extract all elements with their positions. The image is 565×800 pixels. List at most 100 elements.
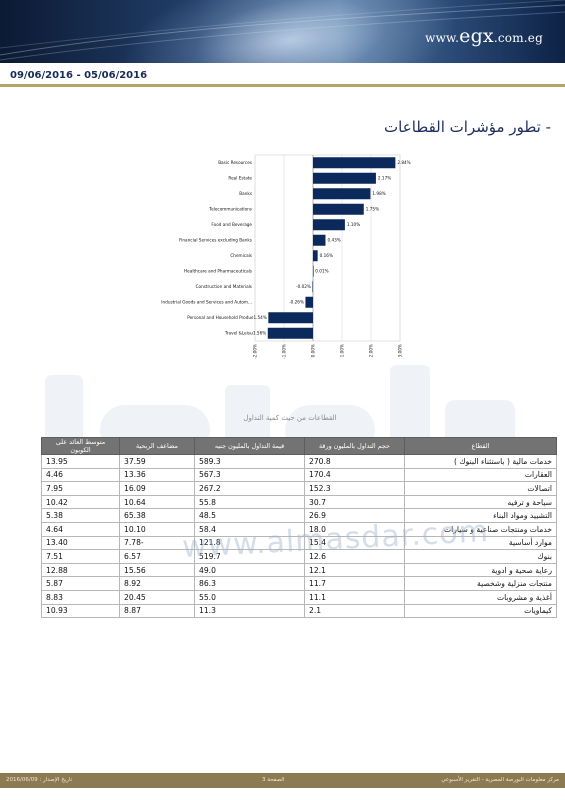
cell-value: 267.2 — [194, 481, 305, 496]
report-date-range: 09/06/2016 - 05/06/2016 — [10, 70, 148, 81]
cell-yield: 7.51 — [41, 549, 120, 564]
table-row: 12.88 15.56 49.0 12.1 رعاية صحية و ادوية — [41, 562, 557, 578]
cell-yield: 7.95 — [41, 481, 120, 496]
x-tick-label: 3.00% — [398, 344, 403, 357]
table-row: 4.46 13.36 567.3 170.4 العقارات — [41, 467, 557, 483]
bar — [267, 327, 313, 339]
cell-volume: 11.7 — [304, 576, 405, 591]
footer-page-number: الصفحة 3 — [262, 777, 285, 783]
cell-value: 11.3 — [194, 603, 305, 619]
cell-pe: 6.57 — [119, 549, 195, 564]
category-label: Banks — [239, 191, 252, 196]
cell-value: 86.3 — [194, 576, 305, 591]
sectors-trading-table: متوسط العائد على الكوبون مضاعف الربحية ق… — [41, 437, 557, 619]
cell-pe: 16.09 — [119, 481, 195, 496]
table-caption: القطاعات من حيث كمية التداول — [243, 414, 337, 422]
cell-volume: 2.1 — [304, 603, 405, 619]
egx-logo[interactable]: www.egx.com.eg — [425, 25, 543, 47]
cell-volume: 26.9 — [304, 508, 405, 523]
cell-yield: 13.95 — [41, 454, 120, 469]
category-label: Healthcare and Pharmaceuticals — [184, 269, 252, 274]
value-label: 2.17% — [378, 176, 391, 181]
table-row: 10.42 10.64 55.8 30.7 سياحة و ترفيه — [41, 494, 557, 510]
col-header-value: قيمة التداول بالمليون جنيه — [194, 437, 305, 455]
bar — [313, 234, 326, 246]
cell-sector: خدمات ومنتجات صناعية و سيارات — [404, 521, 557, 537]
page-footer: تاريخ الإصدار : 2016/06/09 الصفحة 3 مركز… — [0, 773, 565, 788]
cell-pe: 10.64 — [119, 494, 195, 510]
value-label: -0.02% — [296, 284, 311, 289]
table-row: 8.83 20.45 55.0 11.1 أغذية و مشروبات — [41, 589, 557, 605]
col-header-volume: حجم التداول بالمليون ورقة — [304, 437, 405, 455]
category-label: Chemicals — [230, 253, 252, 258]
category-label: Travel &Leisu — [224, 331, 253, 336]
cell-pe: 7.78- — [119, 535, 195, 551]
cell-sector: أغذية و مشروبات — [404, 589, 557, 605]
cell-volume: 170.4 — [304, 467, 405, 483]
cell-pe: 37.59 — [119, 454, 195, 469]
cell-yield: 4.64 — [41, 521, 120, 537]
cell-pe: 15.56 — [119, 562, 195, 578]
table-row: 5.87 8.92 86.3 11.7 منتجات منزلية وشخصية — [41, 576, 557, 591]
cell-pe: 65.38 — [119, 508, 195, 523]
cell-sector: خدمات مالية ( باستثناء البنوك ) — [404, 454, 557, 469]
category-label: Basic Resources — [218, 160, 252, 165]
bar — [305, 296, 313, 308]
cell-pe: 8.87 — [119, 603, 195, 619]
table-row: 7.51 6.57 519.7 12.6 بنوك — [41, 549, 557, 564]
cell-volume: 30.7 — [304, 494, 405, 510]
x-tick-label: 2.00% — [369, 344, 374, 357]
value-label: 1.10% — [347, 222, 360, 227]
value-label: 0.16% — [320, 253, 333, 258]
cell-value: 567.3 — [194, 467, 305, 483]
cell-value: 589.3 — [194, 454, 305, 469]
cell-pe: 8.92 — [119, 576, 195, 591]
category-label: Food and Beverage — [211, 222, 252, 227]
sector-index-chart: -2.00% -1.00% 0.00% 1.00% 2.00% 3.00% Basic Re… — [161, 154, 411, 359]
value-label: 0.43% — [327, 238, 340, 243]
cell-volume: 15.4 — [304, 535, 405, 551]
cell-value: 519.7 — [194, 549, 305, 564]
cell-value: 49.0 — [194, 562, 305, 578]
cell-pe: 13.36 — [119, 467, 195, 483]
cell-sector: بنوك — [404, 549, 557, 564]
cell-yield: 8.83 — [41, 589, 120, 605]
cell-volume: 12.1 — [304, 562, 405, 578]
header-divider — [0, 84, 565, 87]
value-label: 1.75% — [366, 207, 379, 212]
cell-yield: 4.46 — [41, 467, 120, 483]
table-row: 10.93 8.87 11.3 2.1 كيماويات — [41, 603, 557, 619]
bar — [313, 219, 345, 231]
cell-value: 55.8 — [194, 494, 305, 510]
cell-sector: منتجات منزلية وشخصية — [404, 576, 557, 591]
value-label: 2.84% — [397, 160, 410, 165]
cell-value: 58.4 — [194, 521, 305, 537]
table-row: 5.38 65.38 48.5 26.9 التشييد ومواد البناء — [41, 508, 557, 523]
footer-publisher: مركز معلومات البورصة المصرية - التقرير ا… — [441, 777, 559, 783]
table-header-row: متوسط العائد على الكوبون مضاعف الربحية ق… — [41, 437, 557, 455]
category-label: Real Estate — [228, 176, 252, 181]
page-header-banner: www.egx.com.eg — [0, 0, 565, 63]
cell-volume: 11.1 — [304, 589, 405, 605]
x-tick-label: -2.00% — [253, 344, 258, 359]
cell-sector: اتصالات — [404, 481, 557, 496]
section-title: - تطور مؤشرات القطاعات — [384, 118, 551, 136]
bar — [313, 250, 318, 262]
cell-yield: 10.42 — [41, 494, 120, 510]
table-row: 4.64 10.10 58.4 18.0 خدمات ومنتجات صناعية و … — [41, 521, 557, 537]
col-header-yield: متوسط العائد على الكوبون — [41, 437, 120, 455]
cell-yield: 5.38 — [41, 508, 120, 523]
cell-yield: 5.87 — [41, 576, 120, 591]
table-row: 13.95 37.59 589.3 270.8 خدمات مالية ( باستثن… — [41, 454, 557, 469]
bar — [313, 172, 376, 184]
cell-value: 55.0 — [194, 589, 305, 605]
cell-sector: التشييد ومواد البناء — [404, 508, 557, 523]
value-label: -1.56% — [251, 331, 266, 336]
value-label: -1.54% — [252, 315, 267, 320]
bar — [313, 157, 396, 169]
col-header-pe: مضاعف الربحية — [119, 437, 195, 455]
bar — [313, 265, 314, 277]
cell-yield: 13.40 — [41, 535, 120, 551]
category-label: Personal and Household Produc — [187, 315, 254, 320]
bar — [312, 281, 314, 293]
